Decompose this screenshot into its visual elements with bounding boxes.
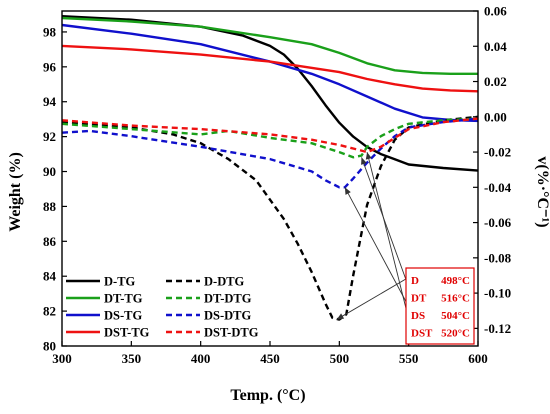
x-tick-label: 300 — [52, 351, 72, 366]
series-line-ds-dtg — [61, 117, 479, 189]
y-tick-label: 98 — [43, 24, 57, 39]
x-tick-label: 400 — [191, 351, 211, 366]
annotation-label: DT — [411, 293, 427, 305]
legend-label-dt-tg: DT-TG — [104, 292, 143, 306]
y2-tick-label: 0.02 — [484, 74, 507, 89]
series-line-dt-dtg — [61, 117, 479, 159]
annotation-arrowhead — [361, 157, 367, 165]
x-tick-label: 350 — [122, 351, 142, 366]
y2-axis-title: v(%·°C⁻¹) — [534, 156, 550, 227]
peak-annotation: D 498°C DT 516°C DS 504°C DST 520°C — [336, 151, 475, 345]
legend-label-dst-tg: DST-TG — [104, 326, 150, 340]
annotation-value: 498°C — [441, 275, 470, 287]
axes: 300 350 400 450 500 550 600 80 82 84 86 88 90 92 94 96 9… — [43, 4, 512, 367]
legend-label-dst-dtg: DST-DTG — [204, 326, 259, 340]
annotation-value: 504°C — [441, 310, 470, 322]
y2-tick-label: -0.06 — [484, 215, 512, 230]
y2-tick-label: 0.00 — [484, 109, 507, 124]
y-axis-title: Weight (%) — [7, 152, 24, 232]
series-line-d-tg — [61, 15, 479, 172]
series-line-dt-tg — [61, 16, 478, 75]
annotation-arrowhead — [336, 313, 345, 320]
annotation-value: 520°C — [441, 328, 470, 340]
series-line-d-dtg — [61, 115, 479, 321]
legend: D-TG DT-TG DS-TG DST-TG D-DTG DT-DTG DS-DTG DST… — [66, 275, 259, 340]
plot-area — [61, 15, 479, 321]
y2-tick-label: 0.04 — [484, 39, 507, 54]
y-tick-label: 84 — [43, 269, 57, 284]
annotation-arrowhead — [344, 187, 351, 195]
annotation-box — [405, 267, 475, 345]
series-line-dst-tg — [61, 44, 479, 93]
legend-label-ds-dtg: DS-DTG — [204, 309, 252, 323]
annotation-arrowhead — [365, 152, 372, 160]
x-tick-label: 450 — [260, 351, 280, 366]
series-line-dst-dtg — [61, 117, 479, 154]
legend-label-ds-tg: DS-TG — [104, 309, 142, 323]
y2-tick-label: 0.06 — [484, 4, 507, 19]
y-tick-label: 92 — [43, 129, 56, 144]
x-tick-label: 500 — [330, 351, 350, 366]
y-tick-label: 86 — [43, 234, 57, 249]
annotation-label: DST — [411, 328, 433, 340]
annotation-arrow — [344, 187, 412, 312]
y2-tick-label: -0.12 — [484, 321, 511, 336]
y-tick-label: 90 — [43, 164, 56, 179]
x-axis-title: Temp. (°C) — [230, 387, 305, 404]
annotation-label: DS — [411, 310, 425, 322]
legend-label-d-dtg: D-DTG — [204, 275, 245, 289]
y2-tick-label: -0.10 — [484, 286, 511, 301]
series-line-ds-tg — [61, 23, 479, 123]
y-tick-label: 82 — [43, 304, 56, 319]
legend-label-d-tg: D-TG — [104, 275, 136, 289]
annotation-arrow — [336, 275, 412, 320]
x-tick-label: 550 — [399, 351, 419, 366]
annotation-arrow — [361, 157, 412, 294]
annotation-value: 516°C — [441, 293, 470, 305]
annotation-arrow — [366, 151, 412, 329]
y2-tick-label: -0.08 — [484, 250, 512, 265]
y-tick-label: 96 — [43, 59, 57, 74]
y2-tick-label: -0.04 — [484, 180, 512, 195]
y-tick-label: 80 — [43, 339, 56, 354]
annotation-label: D — [411, 275, 419, 287]
y2-tick-label: -0.02 — [484, 145, 511, 160]
y-tick-label: 94 — [43, 94, 57, 109]
legend-label-dt-dtg: DT-DTG — [204, 292, 252, 306]
x-tick-label: 600 — [468, 351, 488, 366]
y-tick-label: 88 — [43, 199, 57, 214]
